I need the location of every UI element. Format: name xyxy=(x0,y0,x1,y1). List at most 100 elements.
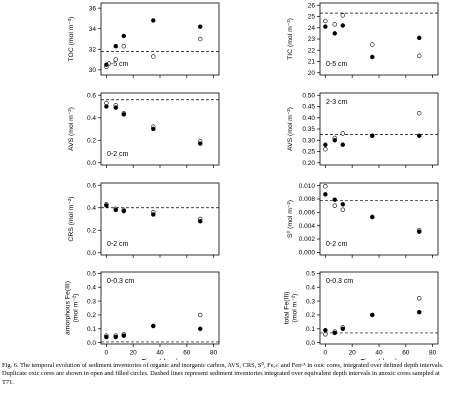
filled-data-point xyxy=(323,24,328,29)
y-tick-label: 36 xyxy=(89,5,97,12)
y-tick-label: 0.40 xyxy=(302,115,315,122)
depth-interval-label: 2-3 cm xyxy=(326,99,348,106)
y-axis-label: AVS (mol m⁻²) xyxy=(287,107,294,151)
filled-data-point xyxy=(104,203,109,208)
y-axis-label-line: amorphous Fe(III) xyxy=(65,281,72,335)
filled-data-point xyxy=(104,104,109,109)
depth-interval-label: 0-5 cm xyxy=(107,61,129,68)
x-tick-label: 0 xyxy=(324,350,328,357)
y-axis-label: TOC (mol m⁻²) xyxy=(68,17,75,62)
x-tick-label: 80 xyxy=(429,350,437,357)
filled-data-point xyxy=(113,334,118,340)
open-data-point xyxy=(323,147,328,152)
open-data-point xyxy=(151,54,156,59)
x-tick-label: 80 xyxy=(210,350,218,357)
y-tick-label: 0.5 xyxy=(87,271,96,278)
open-data-point xyxy=(113,57,118,62)
y-tick-label: 0.20 xyxy=(302,160,315,167)
filled-data-point xyxy=(332,31,337,36)
y-axis-label-line: AVS (mol m⁻²) xyxy=(68,107,75,151)
filled-data-point xyxy=(323,327,328,333)
y-tick-label: 0.1 xyxy=(87,326,96,333)
y-tick-label: 0.25 xyxy=(302,149,315,156)
filled-data-point xyxy=(151,212,156,217)
open-data-point xyxy=(340,13,345,18)
open-data-point xyxy=(121,43,126,49)
y-axis-label: S⁰ (mol m⁻²) xyxy=(286,200,294,238)
y-tick-label: 0.1 xyxy=(306,326,315,333)
y-tick-label: 0.002 xyxy=(299,236,316,243)
filled-data-point xyxy=(340,142,345,147)
figure-caption: Fig. 6. The temporal evolution of sedime… xyxy=(2,362,444,386)
filled-data-point xyxy=(340,202,345,207)
y-tick-label: 0.0 xyxy=(87,160,96,167)
y-axis-label-line: (mol m⁻²) xyxy=(292,294,299,323)
y-tick-label: 0.004 xyxy=(299,223,316,230)
open-data-point xyxy=(323,332,328,337)
filled-data-point xyxy=(323,142,328,147)
filled-data-point xyxy=(113,105,118,110)
y-axis-label-line: (mol m⁻²) xyxy=(73,294,80,323)
y-tick-label: 20 xyxy=(308,70,316,77)
filled-data-point xyxy=(121,33,126,39)
filled-data-point xyxy=(198,24,203,29)
filled-data-point xyxy=(198,141,203,146)
y-tick-label: 22 xyxy=(308,47,316,54)
depth-interval-label: 0-2 cm xyxy=(107,151,129,158)
x-tick-label: 60 xyxy=(402,350,410,357)
filled-data-point xyxy=(323,192,328,197)
x-axis-label: Time (days) xyxy=(361,359,398,360)
y-tick-label: 0.006 xyxy=(299,210,316,217)
y-tick-label: 0.4 xyxy=(87,284,96,291)
y-tick-label: 0.45 xyxy=(302,104,315,111)
filled-data-point xyxy=(121,333,126,338)
chart-panel-6: 0.000 0.002 0.004 0.006 0.008 0.010 S⁰ (mol m⁻… xyxy=(286,182,439,258)
depth-interval-label: 0-0.3 cm xyxy=(326,278,353,285)
filled-data-point xyxy=(370,133,375,138)
y-tick-label: 0.000 xyxy=(299,250,316,257)
open-data-point xyxy=(198,36,203,42)
y-tick-label: 21 xyxy=(308,59,316,66)
x-axis-label: Time (days) xyxy=(142,359,179,360)
y-tick-label: 0.5 xyxy=(306,271,315,278)
y-axis-label: CRS (mol m⁻²) xyxy=(68,196,75,241)
y-tick-label: 0.3 xyxy=(306,298,315,305)
y-tick-label: 0.3 xyxy=(87,298,96,305)
y-tick-label: 0.008 xyxy=(299,196,316,203)
y-tick-label: 0.0 xyxy=(306,340,315,347)
filled-data-point xyxy=(332,138,337,143)
y-axis-label-line: AVS (mol m⁻²) xyxy=(287,107,294,151)
open-data-point xyxy=(340,207,345,212)
filled-data-point xyxy=(417,229,422,234)
y-axis-label-line: TIC (mol m⁻²) xyxy=(287,18,294,60)
x-tick-label: 20 xyxy=(130,350,138,357)
chart-panel-4: 0.20 0.25 0.30 0.35 0.40 0.45 0.50 AVS (mol m⁻²… xyxy=(287,92,439,168)
y-tick-label: 0.4 xyxy=(87,115,96,122)
y-tick-label: 0.0 xyxy=(87,340,96,347)
y-tick-label: 26 xyxy=(308,2,316,9)
y-axis-label: total Fe(III)(mol m⁻²) xyxy=(284,292,299,325)
x-tick-label: 40 xyxy=(156,350,164,357)
filled-data-point xyxy=(104,62,109,67)
y-tick-label: 0.4 xyxy=(306,284,315,291)
open-data-point xyxy=(417,53,422,59)
x-tick-label: 20 xyxy=(349,350,357,357)
y-tick-label: 0.50 xyxy=(302,92,315,99)
y-axis-label: AVS (mol m⁻²) xyxy=(68,107,75,151)
open-data-point xyxy=(323,18,328,24)
chart-panel-2: 20 21 22 23 24 25 26 TIC (mol m⁻²) 0-5 cm xyxy=(287,2,439,78)
x-tick-label: 0 xyxy=(105,350,109,357)
filled-data-point xyxy=(417,35,422,41)
y-tick-label: 23 xyxy=(308,36,316,43)
y-axis-label-line: CRS (mol m⁻²) xyxy=(68,196,75,241)
y-tick-label: 24 xyxy=(308,25,316,32)
filled-data-point xyxy=(370,312,375,318)
chart-panel-5: 0.0 0.2 0.4 0.6 CRS (mol m⁻²) 0-2 cm xyxy=(68,182,220,258)
open-data-point xyxy=(332,22,337,27)
chart-panel-1: 30 32 34 36 TOC (mol m⁻²) 0-5 cm xyxy=(68,2,220,78)
filled-data-point xyxy=(121,208,126,214)
open-data-point xyxy=(323,184,328,189)
filled-data-point xyxy=(104,334,109,340)
y-tick-label: 0.2 xyxy=(306,312,315,319)
